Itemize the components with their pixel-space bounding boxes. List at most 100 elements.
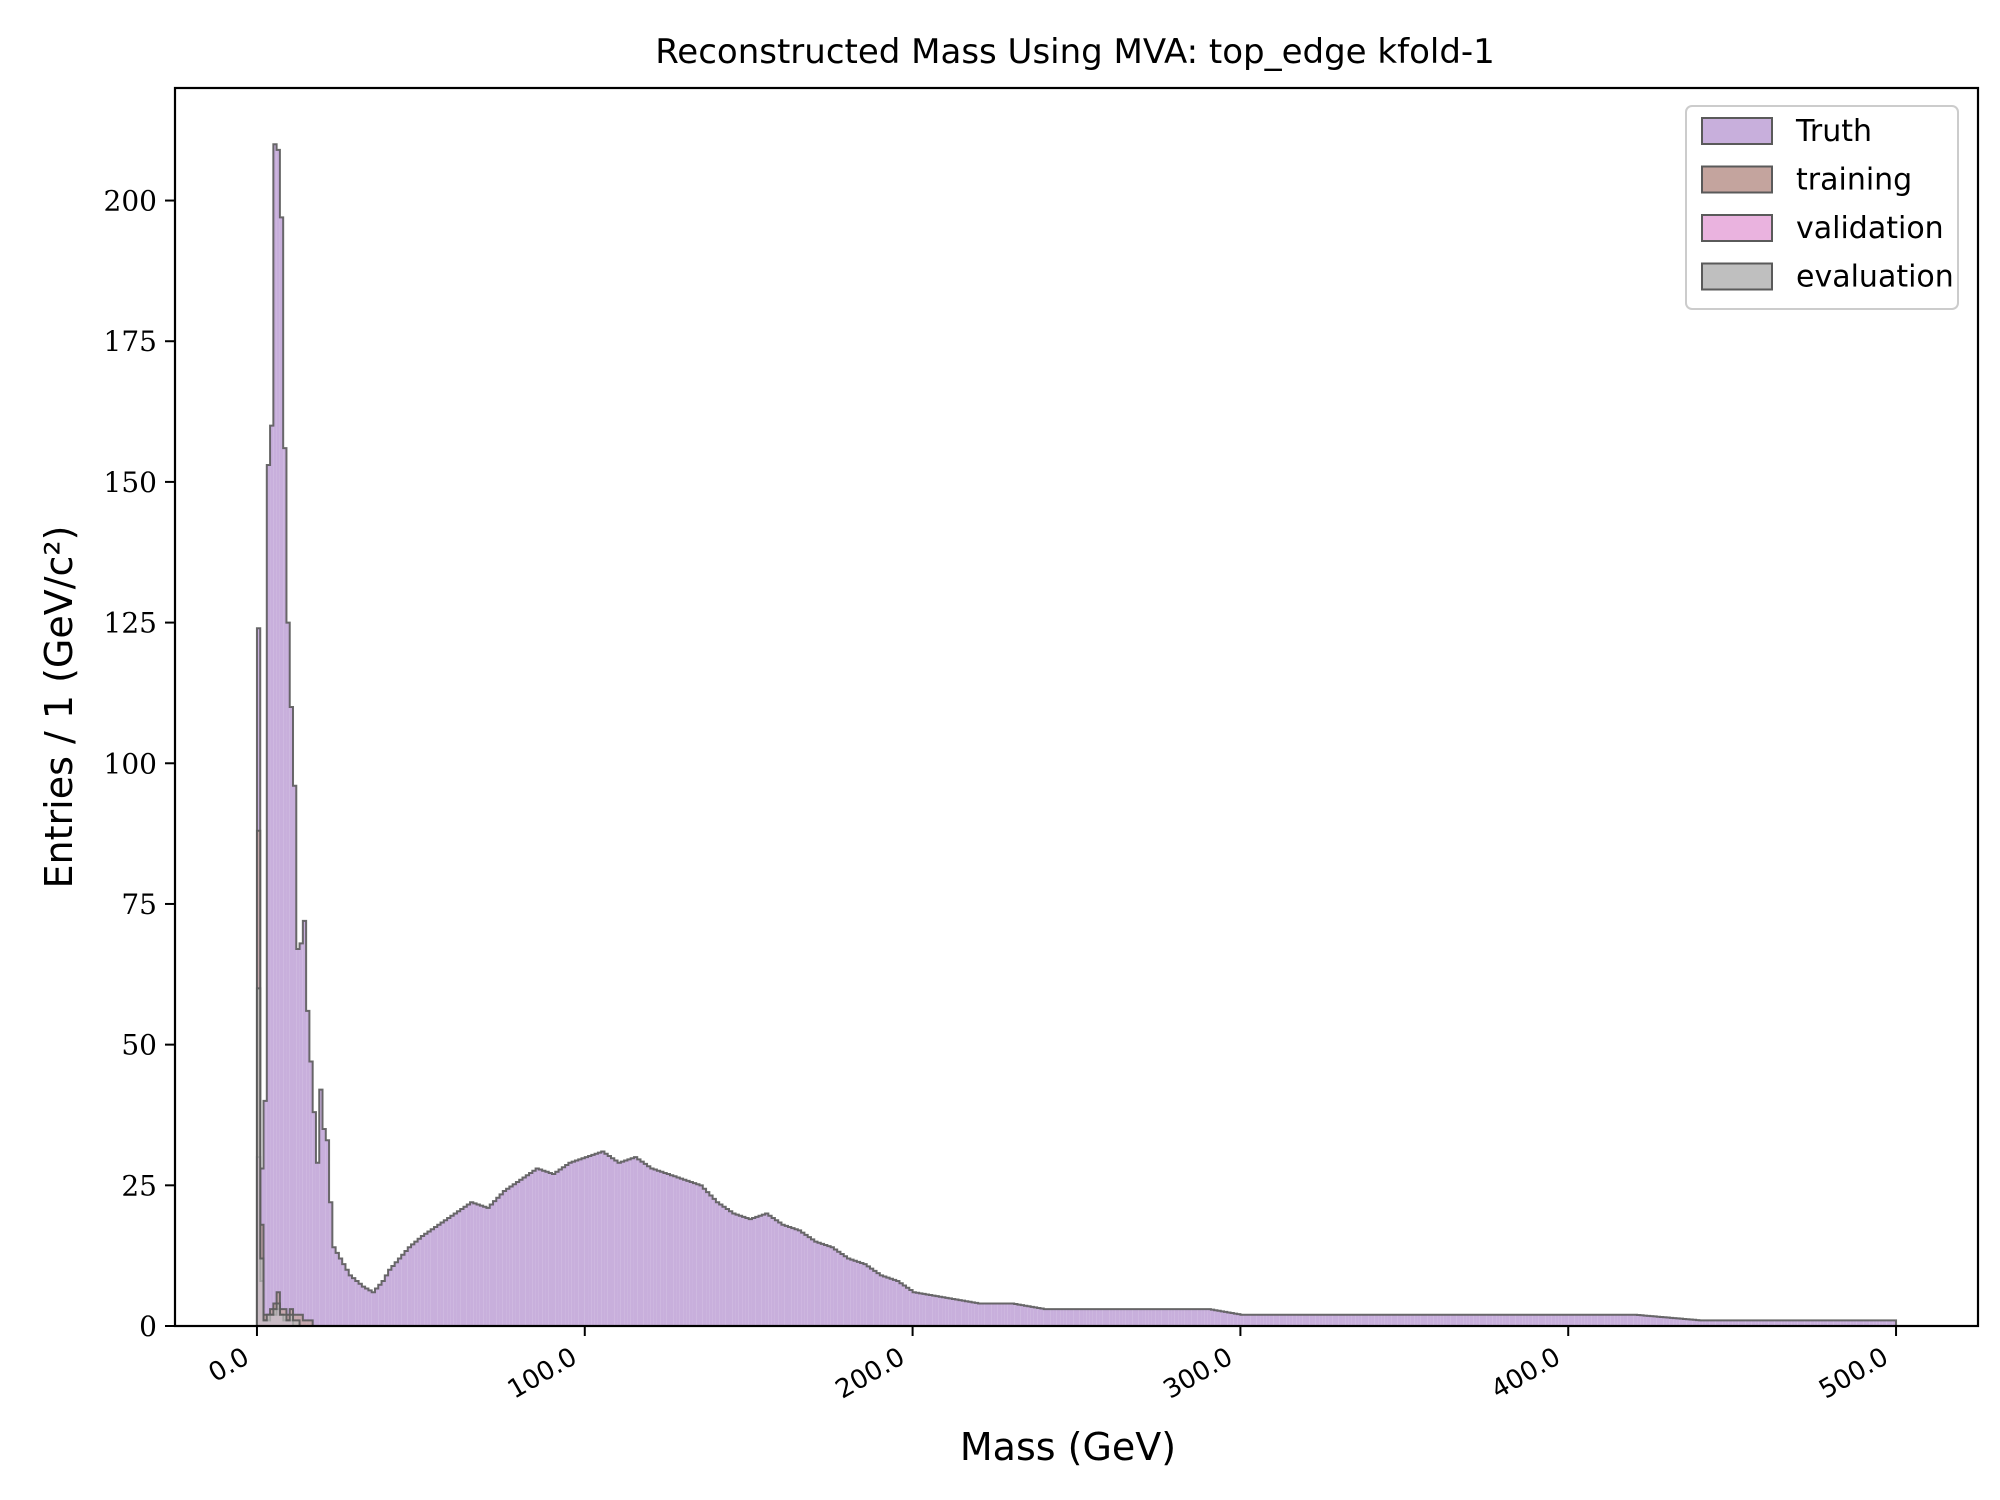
bar-Truth-248: [1069, 1309, 1074, 1326]
bar-Truth-477: [1820, 1320, 1824, 1326]
bar-Truth-430: [1666, 1317, 1670, 1326]
bar-Truth-349: [1401, 1314, 1405, 1326]
bar-Truth-293: [1217, 1310, 1221, 1326]
bar-Truth-423: [1643, 1315, 1647, 1326]
bar-Truth-148: [742, 1216, 746, 1326]
bar-Truth-12: [296, 948, 300, 1326]
bar-Truth-444: [1712, 1320, 1716, 1326]
bar-Truth-381: [1505, 1314, 1510, 1326]
bar-Truth-49: [417, 1238, 421, 1326]
bar-Truth-38: [381, 1280, 385, 1326]
bar-Truth-196: [899, 1283, 903, 1326]
bar-Truth-53: [430, 1229, 434, 1326]
bar-Truth-426: [1653, 1316, 1657, 1326]
bar-Truth-89: [548, 1172, 552, 1326]
bar-evaluation-8: [283, 1314, 287, 1326]
bar-Truth-141: [719, 1204, 723, 1326]
bar-Truth-450: [1732, 1320, 1736, 1326]
bar-Truth-383: [1512, 1314, 1516, 1326]
bar-Truth-435: [1682, 1318, 1687, 1326]
bar-Truth-451: [1735, 1320, 1739, 1326]
y-tick-label-175: 175: [104, 325, 157, 358]
bar-Truth-246: [1063, 1309, 1067, 1326]
bar-Truth-84: [532, 1170, 536, 1326]
bar-Truth-313: [1283, 1314, 1287, 1326]
bar-Truth-371: [1473, 1314, 1477, 1326]
bar-Truth-280: [1174, 1309, 1179, 1326]
bar-Truth-334: [1351, 1314, 1356, 1326]
bar-Truth-453: [1741, 1320, 1746, 1326]
bar-Truth-133: [692, 1183, 697, 1326]
bar-Truth-186: [866, 1266, 870, 1326]
bar-Truth-351: [1407, 1314, 1411, 1326]
bar-Truth-373: [1479, 1314, 1483, 1326]
bar-Truth-228: [1004, 1303, 1008, 1326]
bar-Truth-471: [1800, 1320, 1805, 1326]
bar-Truth-294: [1220, 1311, 1225, 1326]
bar-Truth-60: [453, 1213, 457, 1326]
bar-evaluation-5: [273, 1309, 277, 1326]
bar-Truth-69: [483, 1206, 487, 1326]
bar-Truth-161: [784, 1225, 789, 1326]
bar-Truth-119: [647, 1166, 651, 1326]
bar-Truth-499: [1892, 1320, 1897, 1326]
bar-Truth-458: [1758, 1320, 1762, 1326]
bar-Truth-317: [1296, 1314, 1300, 1326]
bar-Truth-357: [1427, 1314, 1431, 1326]
bar-Truth-287: [1197, 1309, 1202, 1326]
bar-Truth-114: [630, 1158, 634, 1326]
bar-Truth-112: [624, 1160, 628, 1326]
bar-Truth-475: [1814, 1320, 1818, 1326]
bar-Truth-401: [1571, 1314, 1575, 1326]
y-axis-label: Entries / 1 (GeV/c²): [37, 526, 81, 889]
bar-Truth-101: [588, 1156, 592, 1326]
bar-Truth-181: [850, 1259, 854, 1326]
bar-Truth-20: [322, 1129, 326, 1326]
bar-Truth-299: [1237, 1314, 1241, 1326]
bar-Truth-171: [817, 1242, 821, 1326]
bar-Truth-346: [1391, 1314, 1395, 1326]
bar-Truth-470: [1797, 1320, 1801, 1326]
bar-Truth-436: [1686, 1319, 1690, 1326]
bar-Truth-467: [1787, 1320, 1792, 1326]
bar-Truth-218: [971, 1302, 975, 1326]
bar-Truth-367: [1460, 1314, 1464, 1326]
bar-Truth-207: [935, 1296, 939, 1326]
series-outline-evaluation: [255, 987, 301, 1326]
legend-frame: [1685, 105, 1959, 310]
bar-Truth-289: [1204, 1309, 1208, 1326]
bar-Truth-56: [440, 1222, 444, 1326]
bar-Truth-93: [561, 1167, 566, 1326]
bar-Truth-406: [1587, 1314, 1592, 1326]
bar-Truth-30: [355, 1280, 359, 1326]
bar-Truth-488: [1856, 1320, 1860, 1326]
bar-Truth-391: [1538, 1314, 1542, 1326]
histogram-bars: [255, 143, 1898, 1327]
bar-Truth-132: [689, 1181, 693, 1326]
bar-Truth-379: [1499, 1314, 1503, 1326]
bar-Truth-292: [1214, 1310, 1218, 1326]
bar-Truth-33: [365, 1288, 369, 1326]
bar-Truth-50: [420, 1235, 425, 1326]
y-tick-label-0: 0: [139, 1310, 157, 1343]
bar-Truth-52: [427, 1231, 431, 1326]
bar-Truth-189: [876, 1273, 880, 1326]
bar-Truth-311: [1276, 1314, 1280, 1326]
bar-Truth-219: [974, 1302, 979, 1326]
bar-Truth-466: [1784, 1320, 1788, 1326]
bar-Truth-491: [1866, 1320, 1870, 1326]
bar-Truth-337: [1361, 1314, 1365, 1326]
bar-Truth-87: [542, 1170, 546, 1326]
bar-Truth-9: [286, 622, 290, 1326]
bar-Truth-64: [466, 1204, 471, 1326]
bar-Truth-68: [479, 1205, 484, 1326]
bar-Truth-102: [591, 1154, 595, 1326]
bar-Truth-347: [1394, 1314, 1398, 1326]
bar-Truth-385: [1519, 1314, 1523, 1326]
bar-Truth-110: [617, 1162, 621, 1326]
bar-Truth-327: [1328, 1314, 1333, 1326]
bar-Truth-231: [1014, 1304, 1018, 1326]
bar-Truth-261: [1112, 1309, 1116, 1326]
bar-evaluation-4: [270, 1314, 274, 1326]
bar-Truth-254: [1089, 1309, 1093, 1326]
